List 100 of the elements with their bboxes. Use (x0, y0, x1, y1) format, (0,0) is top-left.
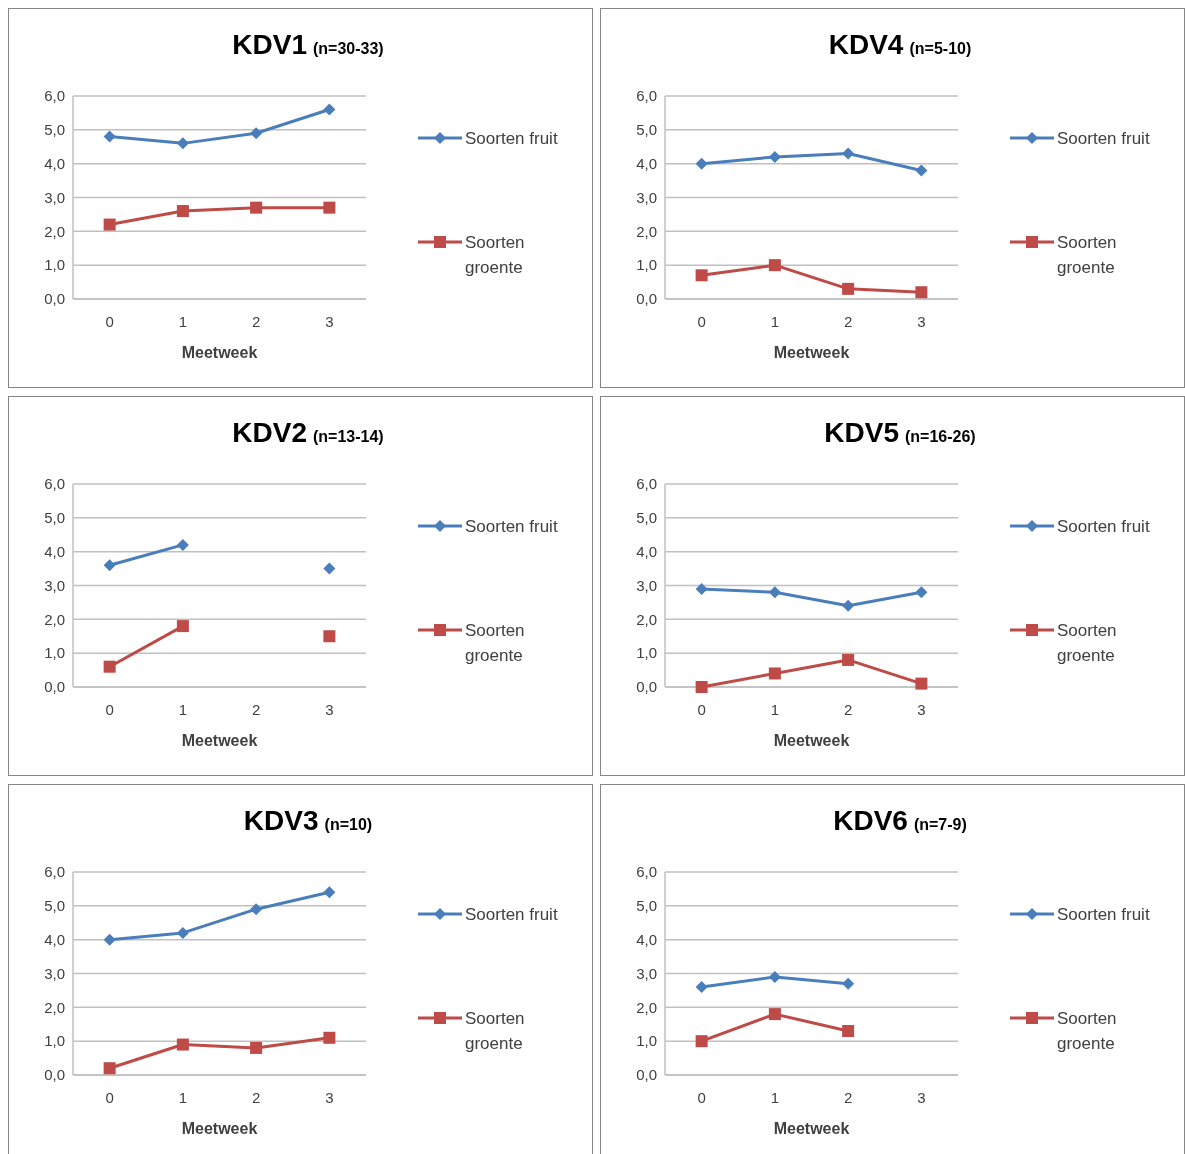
point (768, 667, 781, 680)
point (842, 977, 855, 990)
point (695, 269, 708, 282)
x-tick-label: 1 (178, 701, 188, 718)
x-tick-label: 3 (917, 1089, 926, 1106)
legend-label: Soorten groente (1057, 232, 1117, 277)
point (842, 1025, 855, 1038)
point (250, 1041, 263, 1054)
y-tick-label: 4,0 (636, 154, 657, 172)
point (842, 599, 855, 612)
y-tick-label: 5,0 (636, 509, 657, 527)
point (768, 586, 781, 599)
point (915, 677, 928, 690)
y-tick-label: 3,0 (636, 964, 657, 982)
point (103, 130, 116, 143)
x-tick-label: 0 (697, 313, 706, 330)
point (695, 981, 708, 994)
point (915, 586, 928, 599)
y-tick-label: 6,0 (636, 475, 657, 493)
y-tick-label: 1,0 (44, 644, 65, 662)
y-tick-label: 5,0 (636, 121, 657, 139)
x-axis-title: Meetweek (181, 732, 258, 749)
y-tick-label: 2,0 (636, 998, 657, 1016)
x-tick-label: 1 (770, 313, 780, 330)
point (323, 201, 336, 214)
point (250, 127, 263, 140)
x-tick-label: 2 (251, 1089, 261, 1106)
point (915, 286, 928, 299)
point (176, 137, 189, 150)
y-tick-label: 3,0 (636, 576, 657, 594)
y-tick-label: 1,0 (636, 644, 657, 662)
point (768, 970, 781, 983)
point (842, 282, 855, 295)
x-tick-label: 1 (178, 1089, 188, 1106)
chart-subtitle: (n=7-9) (913, 816, 967, 833)
y-tick-label: 6,0 (636, 863, 657, 881)
x-tick-label: 2 (251, 313, 261, 330)
x-tick-label: 3 (325, 313, 334, 330)
x-axis-title: Meetweek (181, 344, 258, 361)
x-tick-label: 1 (770, 701, 780, 718)
y-tick-label: 1,0 (636, 256, 657, 274)
x-axis-title: Meetweek (773, 344, 850, 361)
point (250, 903, 263, 916)
legend-label: Soorten fruit (465, 128, 558, 148)
y-tick-label: 6,0 (44, 863, 65, 881)
x-tick-label: 3 (917, 701, 926, 718)
x-tick-label: 2 (843, 1089, 853, 1106)
y-tick-label: 5,0 (44, 121, 65, 139)
point (103, 933, 116, 946)
y-tick-label: 4,0 (44, 154, 65, 172)
chart-title: KDV2 (232, 417, 307, 448)
y-tick-label: 4,0 (44, 542, 65, 560)
legend-label: Soorten fruit (465, 904, 558, 924)
y-tick-label: 4,0 (636, 542, 657, 560)
point (695, 681, 708, 693)
y-tick-label: 1,0 (44, 256, 65, 274)
point (103, 1062, 116, 1075)
chart-subtitle: (n=13-14) (313, 428, 384, 445)
chart-title: KDV1 (232, 29, 307, 60)
x-tick-label: 1 (770, 1089, 780, 1106)
x-axis-title: Meetweek (773, 732, 850, 749)
x-tick-label: 3 (325, 1089, 334, 1106)
chart-subtitle: (n=10) (324, 816, 373, 833)
x-tick-label: 2 (251, 701, 261, 718)
point (695, 582, 708, 595)
x-tick-label: 0 (697, 701, 706, 718)
y-tick-label: 2,0 (44, 998, 65, 1016)
legend-label: Soorten fruit (1057, 128, 1150, 148)
point (323, 1031, 336, 1044)
y-tick-label: 0,0 (44, 678, 65, 696)
legend-label: Soorten fruit (1057, 904, 1150, 924)
x-tick-label: 3 (917, 313, 926, 330)
y-tick-label: 6,0 (44, 475, 65, 493)
y-tick-label: 2,0 (44, 610, 65, 628)
y-tick-label: 1,0 (636, 1032, 657, 1050)
legend-label: Soorten groente (1057, 620, 1117, 665)
chart-subtitle: (n=16-26) (905, 428, 976, 445)
y-tick-label: 0,0 (44, 290, 65, 308)
x-axis-title: Meetweek (181, 1120, 258, 1137)
y-tick-label: 2,0 (44, 222, 65, 240)
y-tick-label: 4,0 (636, 930, 657, 948)
x-tick-label: 1 (178, 313, 188, 330)
chart-title: KDV4 (828, 29, 904, 60)
point (176, 538, 189, 551)
y-tick-label: 0,0 (636, 290, 657, 308)
y-tick-label: 3,0 (44, 964, 65, 982)
x-tick-label: 2 (843, 313, 853, 330)
point (695, 157, 708, 170)
x-axis-title: Meetweek (773, 1120, 850, 1137)
y-tick-label: 2,0 (636, 610, 657, 628)
point (176, 620, 189, 633)
y-tick-label: 0,0 (636, 1066, 657, 1084)
x-tick-label: 0 (105, 313, 114, 330)
x-tick-label: 0 (105, 701, 114, 718)
chart-subtitle: (n=30-33) (313, 40, 384, 57)
point (103, 660, 116, 673)
x-tick-label: 3 (325, 701, 334, 718)
point (176, 205, 189, 218)
y-tick-label: 5,0 (636, 897, 657, 915)
y-tick-label: 5,0 (44, 897, 65, 915)
